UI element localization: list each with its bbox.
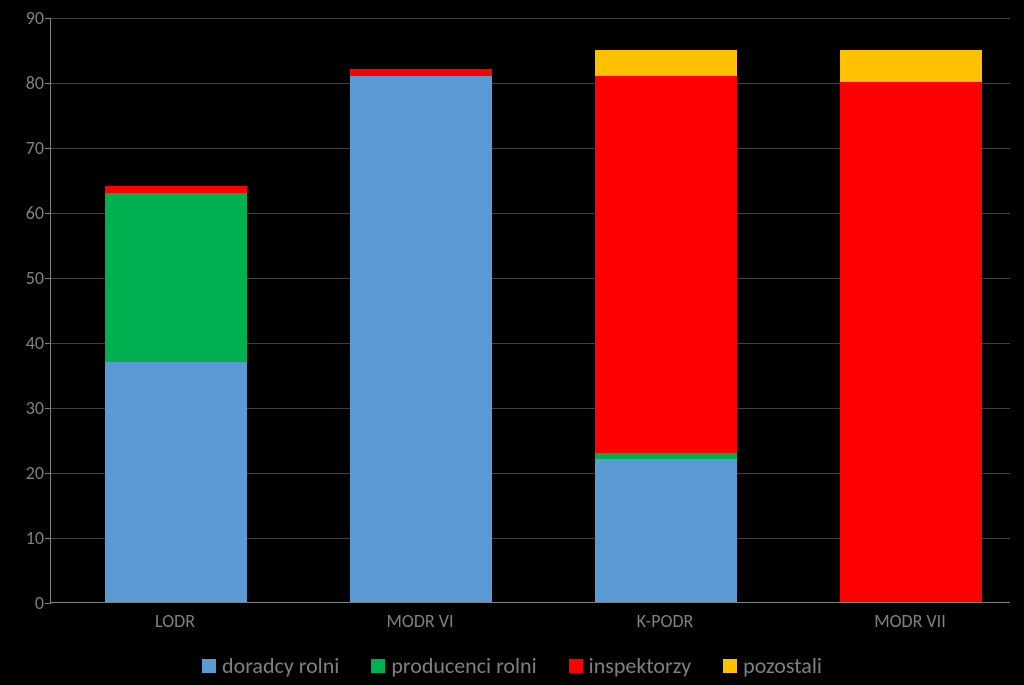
y-axis-label: 0 xyxy=(4,592,44,614)
legend-swatch xyxy=(371,659,385,673)
y-tick xyxy=(45,538,51,539)
chart-container: doradcy rolni producenci rolni inspektorzy… xyxy=(0,0,1024,685)
y-tick xyxy=(45,603,51,604)
y-axis-label: 30 xyxy=(4,397,44,419)
plot-area xyxy=(50,18,1010,603)
bar-segment-doradcy xyxy=(350,76,492,603)
y-tick xyxy=(45,343,51,344)
y-tick xyxy=(45,213,51,214)
legend-label: pozostali xyxy=(743,652,822,679)
legend-item-inspektorzy: inspektorzy xyxy=(569,652,692,679)
y-tick xyxy=(45,83,51,84)
bar-segment-inspektorzy xyxy=(595,76,737,453)
y-axis-label: 20 xyxy=(4,462,44,484)
legend-label: doradcy rolni xyxy=(222,652,339,679)
y-tick xyxy=(45,278,51,279)
bar-segment-inspektorzy xyxy=(840,82,982,602)
legend: doradcy rolni producenci rolni inspektorzy… xyxy=(0,652,1024,679)
bar-segment-doradcy xyxy=(595,459,737,602)
bar-segment-pozostali xyxy=(595,50,737,76)
legend-swatch xyxy=(202,659,216,673)
gridline xyxy=(51,18,1010,19)
y-axis-label: 50 xyxy=(4,267,44,289)
y-axis-label: 60 xyxy=(4,202,44,224)
bar-segment-producenci xyxy=(105,193,247,362)
y-axis-label: 70 xyxy=(4,137,44,159)
y-axis-label: 80 xyxy=(4,72,44,94)
legend-item-pozostali: pozostali xyxy=(723,652,822,679)
legend-swatch xyxy=(723,659,737,673)
y-tick xyxy=(45,148,51,149)
legend-item-doradcy: doradcy rolni xyxy=(202,652,339,679)
legend-label: producenci rolni xyxy=(391,652,536,679)
legend-item-producenci: producenci rolni xyxy=(371,652,536,679)
legend-swatch xyxy=(569,659,583,673)
legend-label: inspektorzy xyxy=(589,652,692,679)
bar-segment-inspektorzy xyxy=(350,69,492,76)
x-axis-label: MODR VII xyxy=(874,610,946,632)
bar-group xyxy=(595,50,737,603)
y-axis-label: 10 xyxy=(4,527,44,549)
bar-group xyxy=(105,186,247,602)
x-axis-label: MODR VI xyxy=(387,610,454,632)
y-axis-label: 90 xyxy=(4,7,44,29)
y-tick xyxy=(45,18,51,19)
bar-segment-pozostali xyxy=(840,50,982,83)
y-tick xyxy=(45,473,51,474)
bar-segment-inspektorzy xyxy=(105,186,247,193)
x-axis-label: LODR xyxy=(155,610,195,632)
x-axis-label: K-PODR xyxy=(637,610,694,632)
y-tick xyxy=(45,408,51,409)
bar-segment-doradcy xyxy=(105,362,247,603)
bar-segment-producenci xyxy=(595,453,737,460)
bar-group xyxy=(840,50,982,603)
bar-group xyxy=(350,69,492,602)
y-axis-label: 40 xyxy=(4,332,44,354)
